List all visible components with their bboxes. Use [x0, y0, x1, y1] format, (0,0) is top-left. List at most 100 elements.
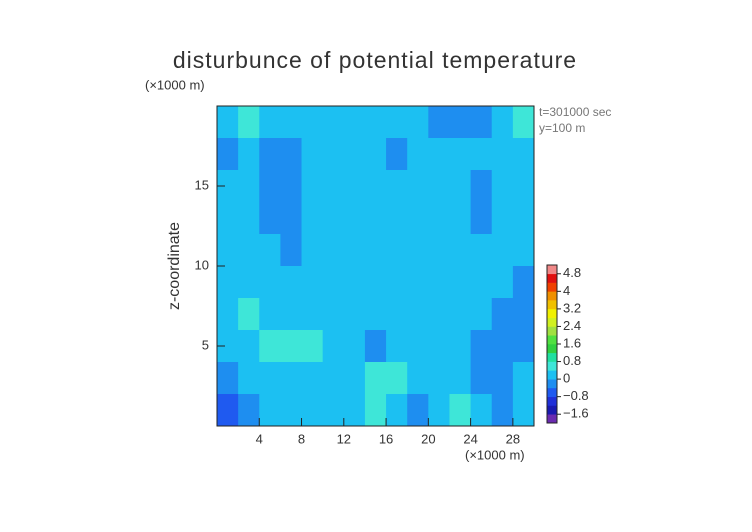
- contour-cell: [364, 170, 387, 203]
- contour-cell: [217, 298, 239, 331]
- colorbar-bin: [547, 352, 557, 362]
- colorbar-bin: [547, 273, 557, 283]
- contour-cell: [491, 298, 514, 331]
- contour-cell: [322, 234, 345, 267]
- contour-cell: [449, 202, 472, 235]
- contour-cell: [449, 138, 472, 171]
- contour-cell: [449, 362, 472, 395]
- contour-cell: [491, 138, 514, 171]
- contour-cell: [364, 106, 387, 139]
- contour-cell: [217, 202, 239, 235]
- contour-cell: [322, 298, 345, 331]
- contour-cell: [259, 234, 281, 267]
- contour-cell: [322, 106, 345, 139]
- contour-cell: [386, 138, 408, 171]
- contour-cell: [322, 138, 345, 171]
- contour-cell: [512, 138, 535, 171]
- contour-cell: [364, 298, 387, 331]
- contour-cell: [238, 202, 260, 235]
- contour-cell: [386, 362, 408, 395]
- contour-cell: [217, 138, 239, 171]
- contour-cell: [407, 138, 429, 171]
- contour-cell: [364, 394, 387, 427]
- colorbar-tick-label: 0: [563, 371, 570, 386]
- contour-cell: [301, 362, 324, 395]
- contour-cell: [217, 394, 239, 427]
- colorbar-bin: [547, 335, 557, 345]
- colorbar-bin: [547, 326, 557, 336]
- contour-cell: [238, 394, 260, 427]
- contour-cell: [343, 330, 366, 363]
- contour-cell: [491, 362, 514, 395]
- colorbar-tick-label: −1.6: [563, 406, 589, 421]
- contour-cell: [238, 234, 260, 267]
- x-tick-label: 12: [337, 431, 351, 446]
- contour-cell: [407, 266, 429, 299]
- contour-cell: [280, 234, 303, 267]
- x-tick-label: 20: [421, 431, 435, 446]
- colorbar-bin: [547, 317, 557, 327]
- contour-cell: [407, 234, 429, 267]
- contour-cell: [470, 170, 493, 203]
- colorbar-tick-label: 3.2: [563, 300, 581, 315]
- colorbar-bin: [547, 344, 557, 354]
- colorbar-tick-label: 2.4: [563, 318, 581, 333]
- contour-cell: [301, 266, 324, 299]
- contour-cell: [386, 330, 408, 363]
- contour-cell: [301, 138, 324, 171]
- contour-cell: [364, 138, 387, 171]
- y-unit: (×1000 m): [145, 77, 205, 92]
- contour-cell: [428, 298, 450, 331]
- contour-cell: [470, 234, 493, 267]
- contour-cell: [407, 330, 429, 363]
- contour-cell: [259, 106, 281, 139]
- contour-cell: [301, 202, 324, 235]
- contour-cell: [238, 298, 260, 331]
- contour-cell: [364, 330, 387, 363]
- y-axis-label: z-coordinate: [166, 222, 183, 310]
- contour-cell: [280, 106, 303, 139]
- contour-cell: [364, 362, 387, 395]
- contour-cell: [491, 266, 514, 299]
- contour-cell: [428, 234, 450, 267]
- contour-cell: [217, 234, 239, 267]
- annotation: y=100 m: [539, 121, 585, 135]
- contour-cell: [386, 202, 408, 235]
- contour-cell: [259, 330, 281, 363]
- contour-cell: [512, 106, 535, 139]
- y-tick-label: 10: [195, 257, 209, 272]
- contour-cell: [407, 362, 429, 395]
- y-tick-label: 15: [195, 177, 209, 192]
- x-unit: (×1000 m): [465, 447, 525, 462]
- contour-cell: [364, 202, 387, 235]
- contour-cell: [386, 266, 408, 299]
- contour-cell: [343, 106, 366, 139]
- contour-cell: [470, 138, 493, 171]
- contour-cell: [449, 394, 472, 427]
- contour-cell: [428, 330, 450, 363]
- colorbar-bin: [547, 361, 557, 371]
- colorbar-bin: [547, 387, 557, 397]
- contour-cell: [491, 170, 514, 203]
- contour-cell: [470, 394, 493, 427]
- contour-cell: [428, 106, 450, 139]
- contour-cell: [407, 298, 429, 331]
- colorbar-tick-label: 4.8: [563, 265, 581, 280]
- contour-cell: [238, 330, 260, 363]
- contour-cell: [259, 394, 281, 427]
- colorbar-tick-label: 0.8: [563, 353, 581, 368]
- contour-cell: [322, 202, 345, 235]
- contour-cell: [512, 234, 535, 267]
- contour-cell: [449, 234, 472, 267]
- contour-cell: [428, 266, 450, 299]
- x-tick-label: 16: [379, 431, 393, 446]
- colorbar-bin: [547, 308, 557, 318]
- chart-title: disturbunce of potential temperature: [173, 47, 577, 73]
- contour-cell: [280, 202, 303, 235]
- contour-cell: [301, 106, 324, 139]
- annotation: t=301000 sec: [539, 105, 611, 119]
- contour-cell: [512, 266, 535, 299]
- contour-cell: [301, 394, 324, 427]
- contour-cell: [343, 138, 366, 171]
- x-tick-label: 24: [463, 431, 477, 446]
